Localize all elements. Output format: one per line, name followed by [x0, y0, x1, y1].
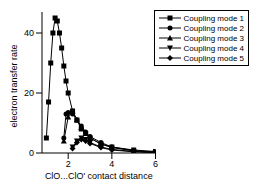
svg-text:2: 2: [66, 159, 71, 169]
html-text:Coupling mode 4: Coupling mode 4: [183, 43, 244, 53]
svg-text:0: 0: [29, 148, 34, 158]
svg-text:ClO...ClO' contact distance: ClO...ClO' contact distance: [45, 171, 153, 181]
svg-text:20: 20: [24, 88, 34, 98]
html-text:Coupling mode 3: Coupling mode 3: [183, 33, 244, 43]
svg-text:6: 6: [153, 159, 158, 169]
svg-text:electron transfer rate: electron transfer rate: [9, 44, 19, 127]
svg-text:40: 40: [24, 28, 34, 38]
html-text:Coupling mode 2: Coupling mode 2: [183, 23, 244, 33]
html-text:Coupling mode 5: Coupling mode 5: [183, 53, 244, 63]
html-text:Coupling mode 1: Coupling mode 1: [183, 13, 244, 23]
svg-text:4: 4: [109, 159, 114, 169]
